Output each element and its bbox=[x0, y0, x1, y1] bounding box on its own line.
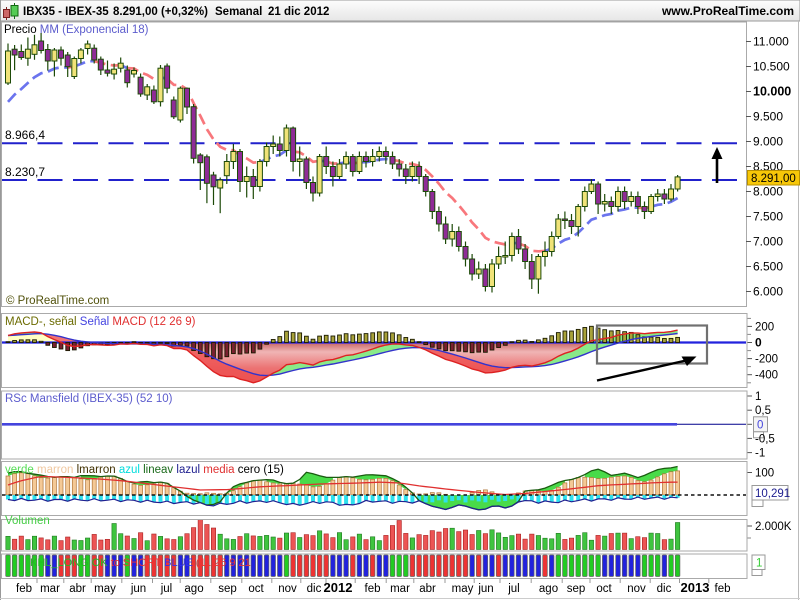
svg-text:10.500: 10.500 bbox=[753, 60, 790, 74]
svg-text:nov: nov bbox=[627, 583, 646, 595]
svg-text:9.500: 9.500 bbox=[753, 110, 783, 124]
svg-text:feb: feb bbox=[715, 583, 731, 595]
svg-text:8.291,00: 8.291,00 bbox=[751, 173, 796, 185]
svg-text:6.500: 6.500 bbox=[753, 260, 783, 274]
svg-text:nov: nov bbox=[278, 583, 297, 595]
svg-text:jul: jul bbox=[160, 583, 173, 595]
svg-text:jun: jun bbox=[130, 583, 146, 595]
svg-text:feb: feb bbox=[365, 583, 381, 595]
svg-text:2.000K: 2.000K bbox=[755, 521, 792, 533]
svg-text:6.000: 6.000 bbox=[753, 285, 783, 299]
svg-text:abr: abr bbox=[69, 583, 86, 595]
svg-text:-0,5: -0,5 bbox=[755, 433, 775, 445]
svg-text:1: 1 bbox=[756, 558, 762, 570]
svg-text:0: 0 bbox=[757, 420, 763, 432]
svg-text:mar: mar bbox=[390, 583, 410, 595]
svg-text:11.000: 11.000 bbox=[753, 35, 789, 49]
svg-text:may: may bbox=[94, 583, 116, 595]
svg-text:100: 100 bbox=[755, 468, 774, 480]
svg-text:mar: mar bbox=[40, 583, 60, 595]
svg-text:abr: abr bbox=[419, 583, 436, 595]
svg-text:Semanal: Semanal bbox=[215, 6, 262, 18]
svg-text:0: 0 bbox=[755, 336, 762, 350]
svg-text:www.ProRealTime.com: www.ProRealTime.com bbox=[661, 4, 794, 18]
svg-text:21 dic 2012: 21 dic 2012 bbox=[268, 6, 329, 18]
svg-text:ago: ago bbox=[539, 583, 558, 595]
svg-text:9.000: 9.000 bbox=[753, 135, 783, 149]
svg-text:dic: dic bbox=[307, 583, 322, 595]
svg-text:IBX35 - IBEX-35: IBX35 - IBEX-35 bbox=[23, 6, 109, 18]
svg-text:sep: sep bbox=[567, 583, 586, 595]
svg-text:7.500: 7.500 bbox=[753, 210, 783, 224]
svg-text:sep: sep bbox=[218, 583, 237, 595]
svg-text:10,291: 10,291 bbox=[755, 488, 790, 500]
svg-text:-1: -1 bbox=[755, 448, 765, 460]
svg-text:jul: jul bbox=[507, 583, 520, 595]
svg-text:oct: oct bbox=[248, 583, 264, 595]
svg-text:dic: dic bbox=[657, 583, 672, 595]
svg-text:ago: ago bbox=[184, 583, 203, 595]
svg-text:-400: -400 bbox=[755, 370, 778, 382]
svg-text:2013: 2013 bbox=[681, 580, 710, 595]
svg-text:200: 200 bbox=[755, 321, 774, 333]
svg-text:10.000: 10.000 bbox=[753, 85, 791, 99]
svg-text:2012: 2012 bbox=[324, 580, 353, 595]
svg-text:-200: -200 bbox=[755, 354, 778, 366]
svg-text:7.000: 7.000 bbox=[753, 235, 783, 249]
svg-text:oct: oct bbox=[596, 583, 612, 595]
svg-text:0,5: 0,5 bbox=[755, 405, 771, 417]
svg-text:jun: jun bbox=[477, 583, 493, 595]
svg-text:may: may bbox=[452, 583, 474, 595]
svg-text:feb: feb bbox=[16, 583, 32, 595]
svg-text:8.291,00 (+0,32%): 8.291,00 (+0,32%) bbox=[113, 6, 208, 18]
svg-text:1: 1 bbox=[755, 391, 761, 403]
svg-text:8.000: 8.000 bbox=[753, 185, 783, 199]
